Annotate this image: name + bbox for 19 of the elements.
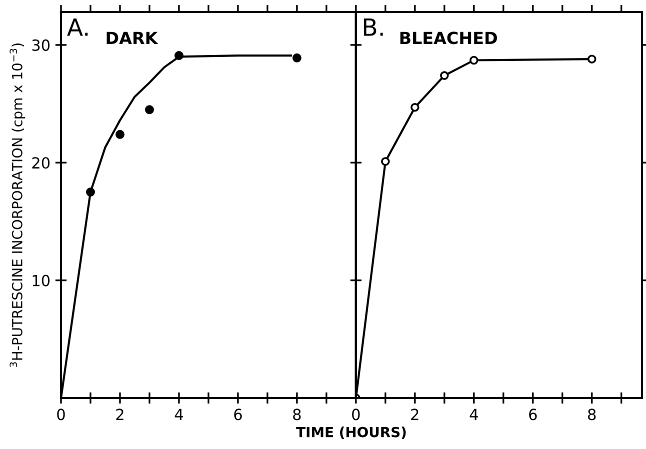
x-tick-label: 2	[411, 408, 418, 420]
x-tick-label: 4	[470, 408, 478, 420]
y-tick-label: 30	[32, 39, 50, 51]
y-axis-title: $^{3}$H-PUTRESCINE INCORPORATION (cpm x 10$^{−3}$)	[10, 43, 26, 367]
annotation: B.	[364, 18, 383, 36]
x-axis-title: TIME (HOURS)	[296, 426, 406, 439]
x-tick-label: 6	[234, 408, 242, 420]
annotation: DARK	[106, 32, 158, 44]
x-tick-label: 8	[293, 408, 301, 420]
annotation: A.	[67, 18, 88, 36]
x-tick-label: 8	[588, 408, 596, 420]
x-tick-label: 6	[529, 408, 537, 420]
x-tick-label: 0	[57, 408, 65, 420]
y-tick-label: 20	[32, 157, 50, 169]
x-tick-label: 4	[174, 408, 183, 420]
x-tick-label: 2	[116, 408, 124, 420]
y-tick-label: 10	[32, 274, 50, 286]
annotation: BLEACHED	[400, 32, 497, 44]
x-tick-label: 0	[352, 408, 360, 420]
